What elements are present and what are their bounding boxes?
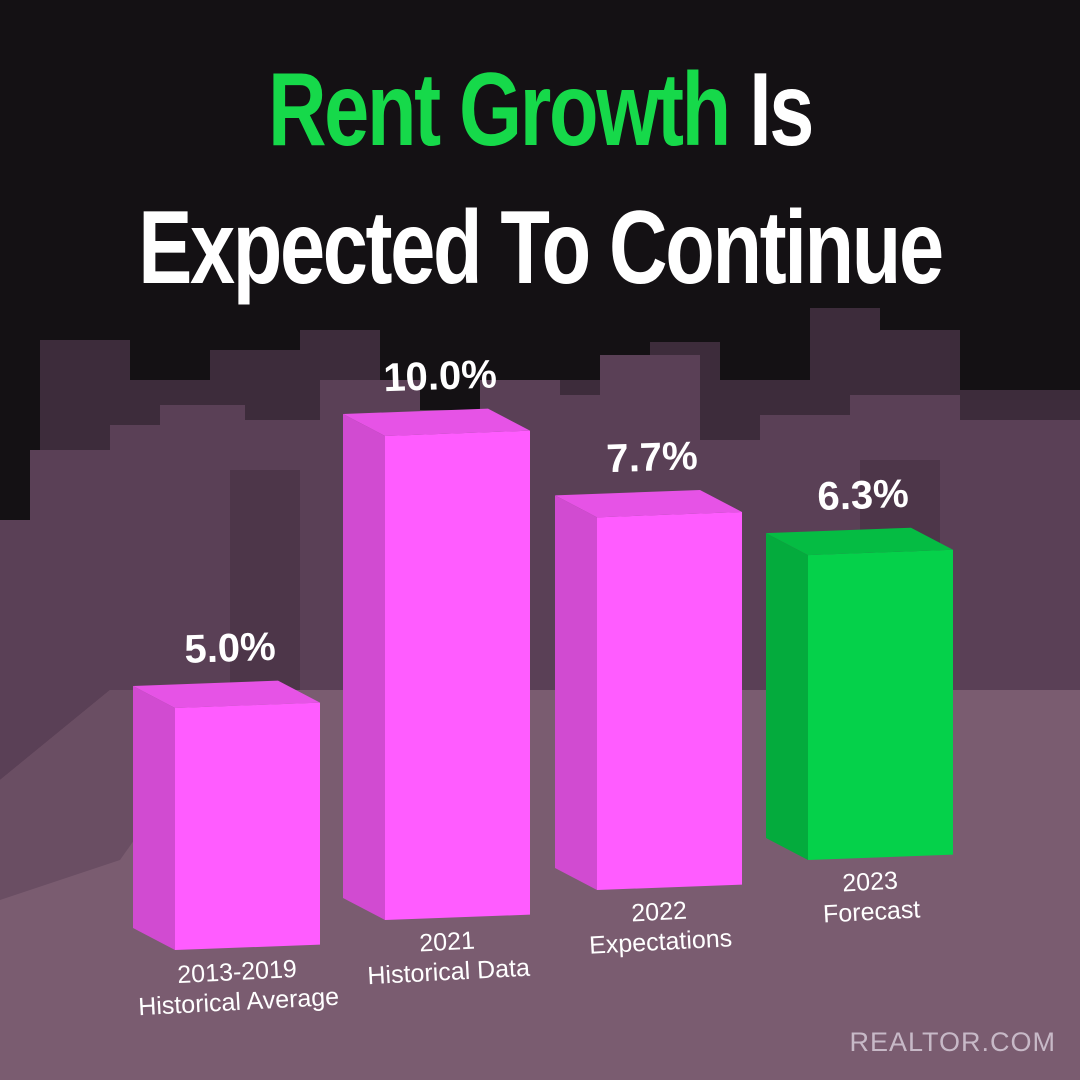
title-line-2: Expected To Continue — [138, 190, 944, 306]
title-accent: Rent Growth — [267, 52, 731, 168]
bar-top-face — [766, 527, 953, 556]
bar-front-face — [597, 511, 742, 890]
category-label-line: 2023 — [842, 867, 899, 898]
bar — [133, 680, 320, 950]
bars-group — [133, 408, 953, 950]
category-label-line: Forecast — [822, 895, 921, 928]
bar-top-face — [555, 489, 742, 518]
bar — [555, 489, 742, 890]
bar-value-label: 10.0% — [383, 352, 498, 400]
bar-value-label: 5.0% — [184, 625, 277, 672]
bar-value-label: 7.7% — [606, 434, 699, 481]
bar-value-label: 6.3% — [817, 472, 910, 519]
category-label-line: 2013-2019 — [177, 955, 298, 989]
bar-front-face — [175, 702, 320, 950]
bar-side-face — [133, 686, 175, 950]
bar — [766, 527, 953, 860]
bar-side-face — [766, 533, 808, 860]
bar-top-face — [133, 680, 320, 708]
bar-top-face — [343, 408, 530, 436]
bar-front-face — [385, 430, 530, 920]
category-label-line: 2021 — [419, 927, 476, 958]
bar-side-face — [343, 414, 385, 920]
value-labels-group: 5.0% 10.0% 7.7% 6.3% — [184, 352, 910, 672]
title-line-1: Rent Growth Is — [119, 58, 961, 162]
category-label-line: 2022 — [631, 897, 688, 928]
title-rest: Is — [728, 52, 814, 168]
source-watermark: REALTOR.COM — [849, 1027, 1056, 1057]
bar — [343, 408, 530, 920]
bar-side-face — [555, 495, 597, 890]
bar-front-face — [808, 549, 953, 860]
category-label: 2023Forecast — [821, 865, 921, 928]
